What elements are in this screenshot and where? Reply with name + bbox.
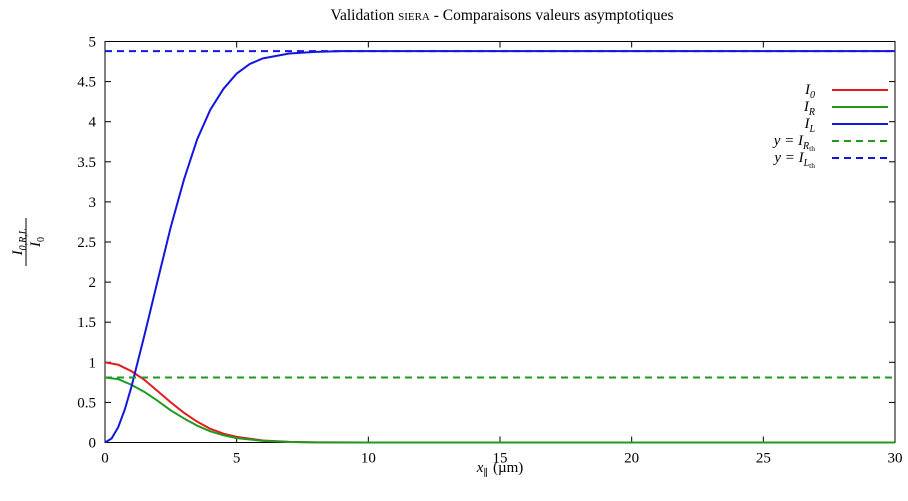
x-tick-label: 0 [101, 451, 109, 467]
legend-label-4: y = ILth [772, 150, 815, 170]
y-axis-label-denominator: I0 [28, 237, 47, 248]
y-axis-ticks: 0 0.5 1 1.5 2 2.5 3 3.5 4 4.5 5 [77, 35, 895, 452]
plot-area-frame [104, 41, 896, 443]
x-tick-label: 10 [361, 451, 376, 467]
x-axis-ticks: 0 5 10 15 20 25 30 [101, 41, 903, 467]
series-group [104, 50, 895, 444]
x-tick-label: 20 [624, 451, 639, 467]
y-tick-label: 0.5 [77, 395, 96, 411]
series-line-2 [104, 50, 895, 444]
legend-label-2: IL [803, 116, 815, 135]
series-line-1 [104, 376, 895, 444]
y-tick-label: 2 [89, 275, 97, 291]
y-tick-label: 4.5 [77, 75, 96, 91]
y-tick-label: 2.5 [77, 235, 96, 251]
chart-title: Validation siera - Comparaisons valeurs … [330, 7, 673, 24]
y-axis-label-numerator: I0,R,L [10, 228, 29, 256]
chart-title-code: siera [398, 7, 430, 24]
y-tick-label: 5 [89, 35, 97, 51]
y-tick-label: 0 [89, 436, 97, 452]
chart-title-prefix: Validation [330, 7, 398, 24]
series-line-0 [104, 361, 895, 444]
x-tick-label: 15 [493, 451, 508, 467]
y-tick-label: 1 [89, 355, 97, 371]
legend-label-3: y = IRth [772, 133, 815, 153]
y-tick-label: 1.5 [77, 315, 96, 331]
legend-label-0: I0 [804, 82, 815, 101]
chart-title-suffix: - Comparaisons valeurs asymptotiques [430, 7, 674, 24]
y-tick-label: 4 [89, 115, 97, 131]
y-axis-label: I0,R,L I0 [10, 218, 47, 266]
x-tick-label: 30 [888, 451, 903, 467]
x-axis-label-var: x [476, 460, 484, 476]
x-tick-label: 5 [233, 451, 241, 467]
legend-label-1: IR [803, 99, 815, 118]
y-tick-label: 3.5 [77, 155, 96, 171]
x-axis-label-sub: ∥ [483, 467, 488, 479]
x-axis-label: x∥ (µm) [476, 460, 524, 479]
y-tick-label: 3 [89, 195, 97, 211]
x-axis-label-unit: (µm) [493, 460, 523, 476]
x-tick-label: 25 [756, 451, 771, 467]
